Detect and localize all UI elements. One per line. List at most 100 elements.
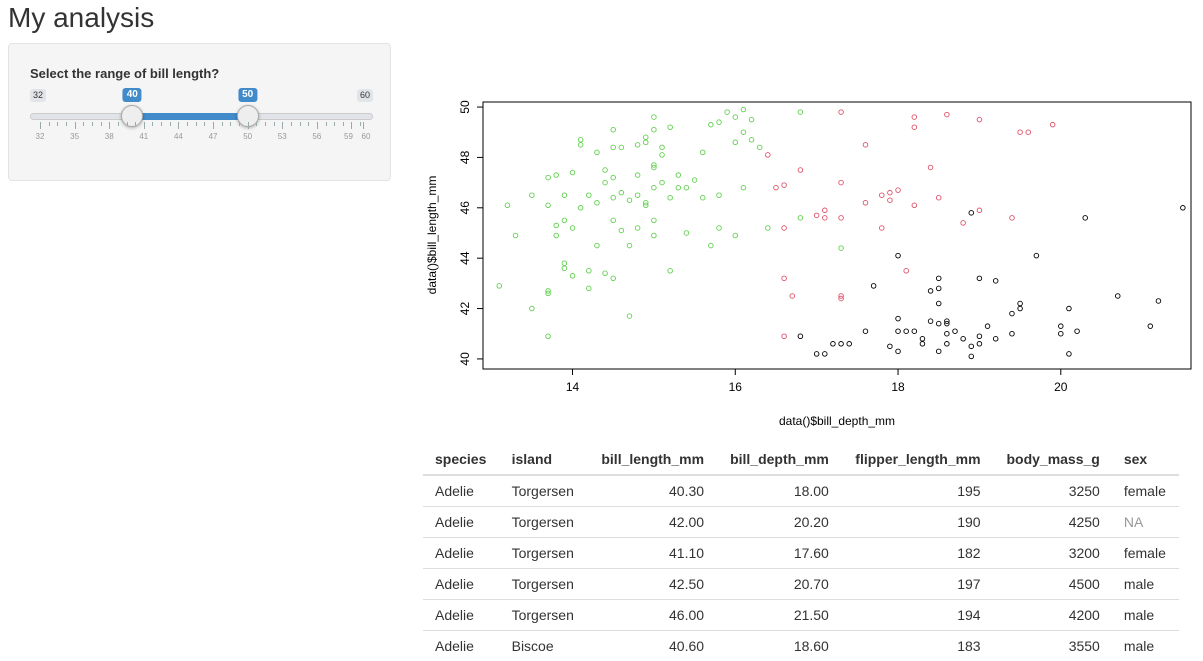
x-tick-label: 18 bbox=[891, 380, 905, 394]
data-point bbox=[839, 180, 844, 185]
data-point bbox=[676, 185, 681, 190]
data-point bbox=[700, 150, 705, 155]
data-point bbox=[766, 153, 771, 158]
data-point bbox=[741, 185, 746, 190]
table-cell-body-mass-g: 4500 bbox=[993, 569, 1112, 600]
slider-major-tick bbox=[248, 122, 249, 129]
table-cell-bill-depth-mm: 18.00 bbox=[716, 475, 841, 507]
data-point bbox=[603, 168, 608, 173]
data-point bbox=[627, 243, 632, 248]
column-header-flipper-length-mm[interactable]: flipper_length_mm bbox=[841, 443, 993, 475]
slider-selected-range bbox=[132, 113, 247, 120]
data-point bbox=[863, 200, 868, 205]
table-cell-island: Torgersen bbox=[500, 475, 588, 507]
data-point bbox=[546, 203, 551, 208]
data-point bbox=[814, 352, 819, 357]
table-cell-bill-depth-mm: 21.50 bbox=[716, 600, 841, 631]
y-tick-label: 46 bbox=[458, 201, 472, 215]
slider-minor-tick bbox=[127, 122, 128, 126]
slider-tick-label: 35 bbox=[70, 132, 79, 141]
column-header-island[interactable]: island bbox=[500, 443, 588, 475]
data-point bbox=[554, 173, 559, 178]
data-point bbox=[839, 342, 844, 347]
slider-major-tick bbox=[363, 122, 364, 129]
data-point bbox=[1058, 324, 1063, 329]
slider-tick-label: 56 bbox=[312, 132, 321, 141]
data-point bbox=[562, 218, 567, 223]
data-point bbox=[1083, 216, 1088, 221]
data-point bbox=[936, 276, 941, 281]
data-point bbox=[993, 336, 998, 341]
slider-minor-tick bbox=[83, 122, 84, 126]
data-point bbox=[896, 188, 901, 193]
data-point bbox=[635, 226, 640, 231]
slider-minor-tick bbox=[204, 122, 205, 126]
table-cell-species: Adelie bbox=[423, 569, 500, 600]
data-point bbox=[749, 117, 754, 122]
data-point bbox=[668, 268, 673, 273]
column-header-species[interactable]: species bbox=[423, 443, 500, 475]
data-point bbox=[977, 276, 982, 281]
data-point bbox=[1018, 306, 1023, 311]
data-point bbox=[782, 334, 787, 339]
data-point bbox=[619, 190, 624, 195]
data-point bbox=[611, 175, 616, 180]
data-point bbox=[530, 306, 535, 311]
table-cell-body-mass-g: 3250 bbox=[993, 475, 1112, 507]
table-cell-species: Adelie bbox=[423, 475, 500, 507]
data-point bbox=[928, 289, 933, 294]
table-cell-sex: male bbox=[1112, 631, 1179, 661]
slider-minor-tick bbox=[170, 122, 171, 126]
data-point bbox=[1018, 130, 1023, 135]
data-point bbox=[888, 190, 893, 195]
slider-minor-tick bbox=[326, 122, 327, 126]
data-point bbox=[595, 200, 600, 205]
data-point bbox=[1010, 331, 1015, 336]
data-point bbox=[741, 130, 746, 135]
slider-minor-tick bbox=[300, 122, 301, 126]
data-point bbox=[709, 243, 714, 248]
column-header-bill-length-mm[interactable]: bill_length_mm bbox=[587, 443, 716, 475]
data-point bbox=[961, 336, 966, 341]
data-point bbox=[611, 127, 616, 132]
slider-minor-tick bbox=[334, 122, 335, 126]
data-point bbox=[717, 226, 722, 231]
data-point bbox=[676, 173, 681, 178]
data-point bbox=[904, 268, 909, 273]
data-point bbox=[643, 135, 648, 140]
table-cell-flipper-length-mm: 190 bbox=[841, 507, 993, 538]
table-cell-sex: male bbox=[1112, 600, 1179, 631]
data-point bbox=[969, 211, 974, 216]
data-point bbox=[831, 342, 836, 347]
data-point bbox=[660, 153, 665, 158]
column-header-sex[interactable]: sex bbox=[1112, 443, 1179, 475]
slider-minor-tick bbox=[239, 122, 240, 126]
data-point bbox=[945, 112, 950, 117]
table-cell-flipper-length-mm: 194 bbox=[841, 600, 993, 631]
data-point bbox=[757, 145, 762, 150]
data-point bbox=[847, 342, 852, 347]
slider-major-tick bbox=[178, 122, 179, 129]
column-header-bill-depth-mm[interactable]: bill_depth_mm bbox=[716, 443, 841, 475]
slider-major-tick bbox=[40, 122, 41, 129]
data-point bbox=[1050, 122, 1055, 127]
slider-major-tick bbox=[282, 122, 283, 129]
slider-minor-tick bbox=[161, 122, 162, 126]
column-header-body-mass-g[interactable]: body_mass_g bbox=[993, 443, 1112, 475]
data-point bbox=[595, 150, 600, 155]
data-point bbox=[863, 143, 868, 148]
data-point bbox=[652, 127, 657, 132]
slider-tick-label: 32 bbox=[36, 132, 45, 141]
data-point bbox=[774, 185, 779, 190]
data-point bbox=[888, 198, 893, 203]
y-tick-label: 50 bbox=[458, 100, 472, 114]
page-title: My analysis bbox=[8, 0, 154, 36]
data-point bbox=[635, 173, 640, 178]
table-cell-body-mass-g: 3200 bbox=[993, 538, 1112, 569]
data-point bbox=[1067, 352, 1072, 357]
